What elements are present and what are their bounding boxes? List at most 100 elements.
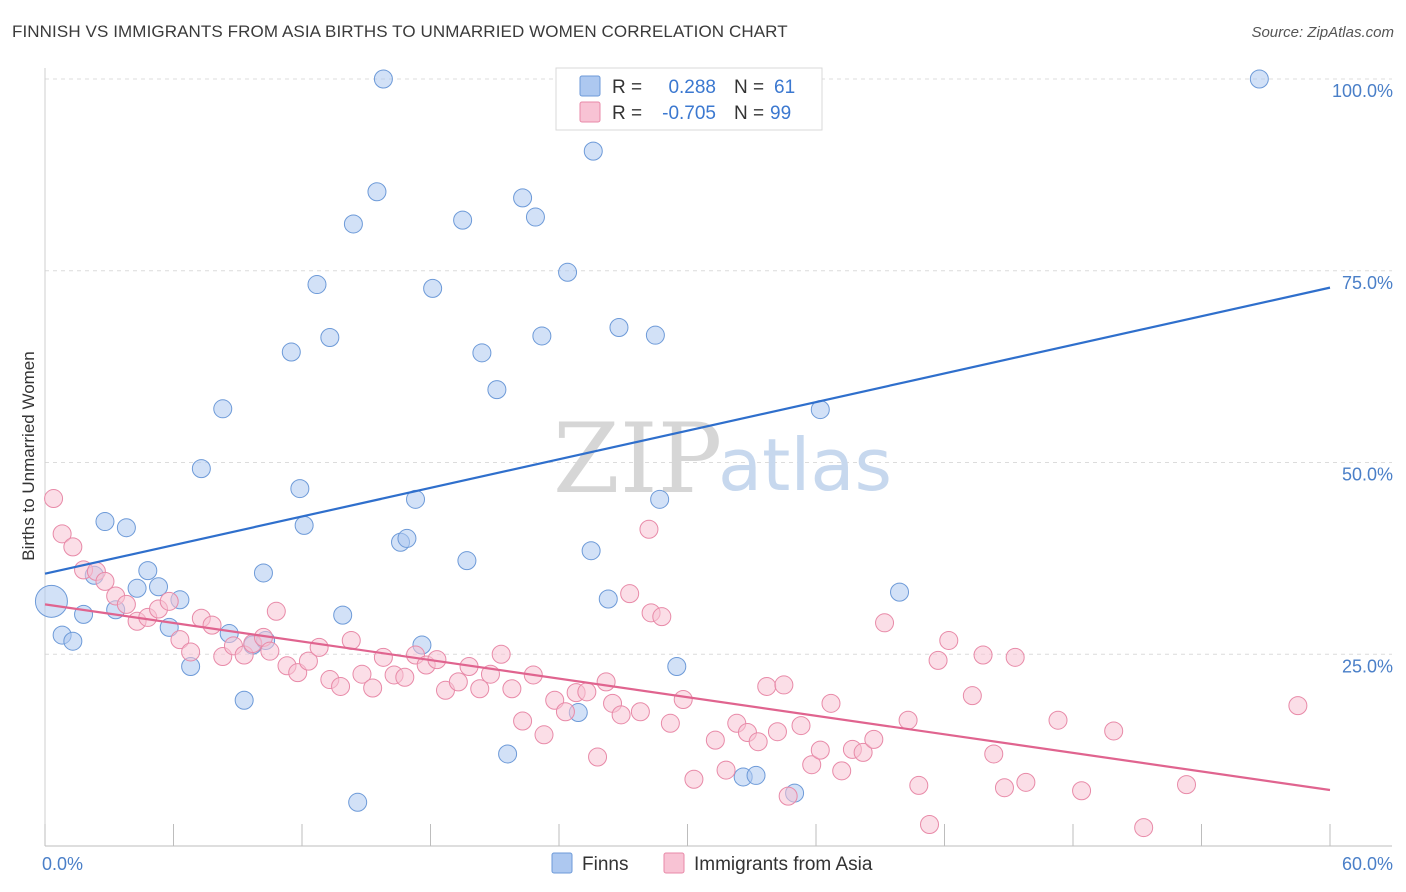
point-finns-52 xyxy=(667,657,687,677)
point-asia-5 xyxy=(95,571,115,591)
grid-lines xyxy=(45,78,1392,655)
y-axis-title: Births to Unmarried Women xyxy=(19,351,38,560)
legend-swatch-asia xyxy=(579,101,601,123)
watermark-zip: ZIP xyxy=(553,403,722,515)
point-finns-47 xyxy=(583,141,603,161)
point-finns-17 xyxy=(234,690,254,710)
legend-swatch-finns xyxy=(579,75,601,97)
point-asia-52 xyxy=(588,747,608,767)
point-asia-84 xyxy=(939,630,959,650)
legend-r-label-finns: R = xyxy=(612,77,642,98)
point-asia-1 xyxy=(52,524,72,544)
point-asia-12 xyxy=(170,630,190,650)
point-asia-98 xyxy=(774,675,794,695)
point-asia-75 xyxy=(832,761,852,781)
point-finns-20 xyxy=(253,563,273,583)
point-finns-59 xyxy=(1249,69,1269,89)
y-tick-label-1: 50.0% xyxy=(1342,465,1393,485)
point-asia-53 xyxy=(596,672,616,692)
point-asia-68 xyxy=(757,676,777,696)
point-asia-82 xyxy=(920,815,940,835)
point-finns-21 xyxy=(281,342,301,362)
point-asia-2 xyxy=(63,537,83,557)
point-asia-44 xyxy=(502,679,522,699)
point-asia-72 xyxy=(802,755,822,775)
point-asia-91 xyxy=(1048,710,1068,730)
point-finns-28 xyxy=(348,792,368,812)
watermark: ZIP atlas xyxy=(553,403,892,515)
legend-bottom: Finns Immigrants from Asia xyxy=(551,852,873,875)
point-asia-90 xyxy=(1016,772,1036,792)
point-asia-92 xyxy=(1072,781,1092,801)
point-asia-51 xyxy=(577,682,597,702)
point-asia-93 xyxy=(1104,721,1124,741)
point-asia-25 xyxy=(298,651,318,671)
legend-n-label-finns: N = xyxy=(734,77,764,98)
point-asia-77 xyxy=(853,742,873,762)
legend-r-label-asia: R = xyxy=(612,103,642,124)
point-asia-74 xyxy=(821,693,841,713)
point-finns-44 xyxy=(558,262,578,282)
point-finns-43 xyxy=(532,326,552,346)
point-finns-5 xyxy=(95,512,115,532)
point-finns-39 xyxy=(487,380,507,400)
point-asia-67 xyxy=(748,732,768,752)
point-asia-56 xyxy=(620,584,640,604)
trend-lines xyxy=(44,286,1331,792)
point-asia-39 xyxy=(448,672,468,692)
point-finns-32 xyxy=(397,528,417,548)
source-label: Source: ZipAtlas.com xyxy=(1251,24,1394,41)
y-tick-label-0: 25.0% xyxy=(1342,656,1393,676)
point-asia-94 xyxy=(1134,818,1154,838)
point-finns-41 xyxy=(513,188,533,208)
point-asia-64 xyxy=(716,760,736,780)
point-finns-27 xyxy=(343,214,363,234)
point-finns-42 xyxy=(525,207,545,227)
point-asia-34 xyxy=(395,667,415,687)
point-finns-51 xyxy=(650,489,670,509)
point-finns-54 xyxy=(746,765,766,785)
point-finns-8 xyxy=(127,578,147,598)
point-asia-61 xyxy=(673,690,693,710)
point-asia-21 xyxy=(260,641,280,661)
point-asia-79 xyxy=(875,613,895,633)
point-asia-7 xyxy=(116,594,136,614)
legend-r-value-finns: 0.288 xyxy=(668,77,716,98)
point-asia-81 xyxy=(909,775,929,795)
point-asia-89 xyxy=(1005,647,1025,667)
point-asia-88 xyxy=(994,778,1014,798)
point-asia-30 xyxy=(352,664,372,684)
legend-n-value-finns: 61 xyxy=(774,77,795,98)
point-asia-22 xyxy=(266,601,286,621)
legend-bottom-swatch-asia xyxy=(663,852,685,874)
x-tick-label-0: 0.0% xyxy=(42,854,83,874)
point-asia-95 xyxy=(1177,775,1197,795)
point-asia-15 xyxy=(202,615,222,635)
point-asia-13 xyxy=(181,642,201,662)
point-finns-9 xyxy=(138,561,158,581)
y-tick-label-3: 100.0% xyxy=(1332,81,1393,101)
point-asia-85 xyxy=(962,686,982,706)
point-asia-49 xyxy=(555,702,575,722)
point-finns-14 xyxy=(191,459,211,479)
y-tick-label-2: 75.0% xyxy=(1342,273,1393,293)
point-asia-69 xyxy=(767,722,787,742)
data-points xyxy=(34,69,1308,838)
y-tick-labels: 25.0% 50.0% 75.0% 100.0% xyxy=(1332,81,1393,676)
point-asia-43 xyxy=(491,644,511,664)
trend-line-asia xyxy=(44,603,1331,792)
point-asia-96 xyxy=(1288,696,1308,716)
point-finns-7 xyxy=(116,518,136,538)
point-asia-59 xyxy=(652,607,672,627)
point-finns-22 xyxy=(290,479,310,499)
point-asia-57 xyxy=(630,702,650,722)
point-asia-55 xyxy=(611,705,631,725)
point-asia-87 xyxy=(984,744,1004,764)
point-asia-62 xyxy=(684,769,704,789)
point-finns-26 xyxy=(333,605,353,625)
point-finns-29 xyxy=(367,182,387,202)
point-asia-41 xyxy=(470,679,490,699)
legend-n-label-asia: N = xyxy=(734,103,764,124)
legend-r-value-asia: -0.705 xyxy=(662,103,716,124)
